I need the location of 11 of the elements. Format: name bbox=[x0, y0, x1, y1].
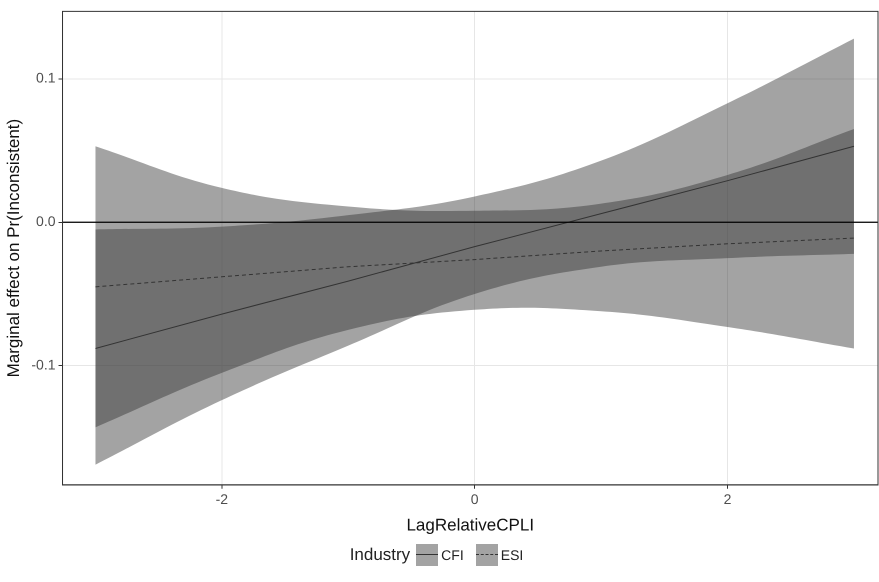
x-tick-label: -2 bbox=[216, 491, 228, 508]
x-tick-label: 0 bbox=[470, 491, 479, 508]
y-tick-label: 0.1 bbox=[36, 70, 56, 86]
legend-label: ESI bbox=[500, 547, 524, 563]
x-axis-title: LagRelativeCPLI bbox=[406, 515, 534, 534]
legend-label: CFI bbox=[441, 547, 464, 563]
y-tick-label: 0.0 bbox=[36, 213, 56, 230]
y-axis-title: Marginal effect on Pr(Inconsistent) bbox=[4, 118, 23, 378]
legend-title: Industry bbox=[350, 545, 410, 565]
x-tick-label: 2 bbox=[724, 491, 732, 508]
y-tick-label: -0.1 bbox=[31, 356, 56, 373]
